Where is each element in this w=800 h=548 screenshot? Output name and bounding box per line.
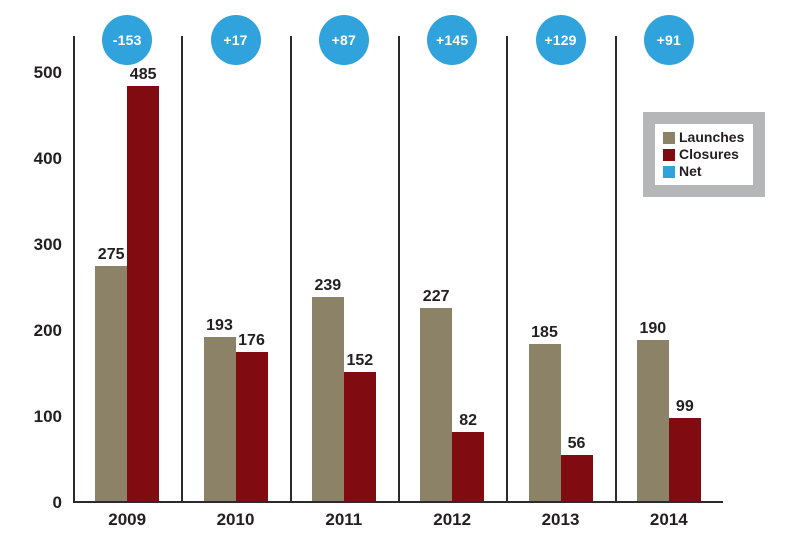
net-value-badge: +91 — [643, 15, 694, 65]
closures-value-label: 152 — [346, 352, 374, 369]
closures-value-label: 82 — [459, 412, 478, 429]
legend-box: Launches Closures Net — [643, 112, 765, 197]
closures-value-label: 99 — [675, 398, 694, 415]
closures-bar — [452, 432, 485, 503]
launches-value-label: 227 — [422, 288, 450, 305]
launches-bar — [420, 308, 453, 503]
net-swatch-icon — [663, 165, 675, 178]
closures-bar — [127, 86, 160, 503]
group-separator-line — [398, 36, 400, 503]
y-axis-tick-label: 0 — [52, 493, 62, 512]
legend-inner: Launches Closures Net — [655, 124, 753, 185]
legend-entry-launches: Launches — [663, 130, 753, 145]
launches-value-label: 193 — [206, 317, 233, 334]
net-value-label: +17 — [223, 32, 248, 48]
closures-value-label: 56 — [567, 435, 586, 452]
net-value-badge: -153 — [102, 15, 153, 65]
net-value-label: -153 — [112, 32, 142, 48]
net-value-badge: +145 — [427, 15, 478, 65]
group-separator-line — [506, 36, 509, 503]
net-value-badge: +87 — [318, 15, 369, 65]
closures-bar — [235, 352, 268, 503]
net-value-label: +91 — [656, 32, 681, 48]
group-separator-line — [181, 36, 184, 503]
launches-value-label: 239 — [314, 277, 342, 294]
legend-entry-label: Launches — [679, 129, 745, 145]
legend-entry-label: Net — [679, 163, 702, 179]
launches-bar — [203, 337, 236, 503]
net-value-badge: +17 — [210, 15, 261, 65]
group-separator-line — [289, 36, 292, 503]
legend-entry-label: Closures — [679, 146, 739, 162]
launches-bar — [95, 266, 128, 503]
y-axis-tick-label: 300 — [33, 235, 62, 254]
launches-value-label: 185 — [531, 324, 558, 341]
launches-value-label: 190 — [639, 320, 667, 337]
x-axis-category-label: 2010 — [216, 510, 255, 529]
closures-value-label: 485 — [129, 66, 157, 83]
group-separator-line — [614, 36, 617, 503]
launches-bar — [311, 297, 344, 503]
y-axis: 500 400 300 200 100 0 — [0, 0, 62, 548]
y-axis-tick-label: 500 — [33, 63, 62, 82]
closures-bar — [560, 455, 593, 503]
x-axis-category-label: 2011 — [325, 510, 363, 529]
x-axis-category-label: 2013 — [541, 510, 580, 529]
net-value-label: +129 — [544, 32, 577, 48]
closures-bar — [343, 372, 376, 503]
x-axis-baseline — [73, 501, 723, 503]
x-axis-category-label: 2014 — [649, 510, 688, 529]
closures-value-label: 176 — [238, 332, 265, 349]
launches-bar — [636, 340, 669, 503]
y-axis-tick-label: 400 — [33, 149, 62, 168]
x-axis-category-label: 2012 — [433, 510, 472, 529]
launches-value-label: 275 — [97, 246, 125, 263]
closures-swatch-icon — [663, 148, 675, 161]
legend-entry-closures: Closures — [663, 147, 753, 162]
launches-bar — [528, 344, 561, 503]
x-axis-category-label: 2009 — [108, 510, 147, 529]
legend-entry-net: Net — [663, 164, 753, 179]
group-separator-line — [73, 36, 75, 503]
net-value-label: +145 — [435, 32, 469, 48]
closures-bar — [668, 418, 701, 503]
net-value-badge: +129 — [535, 15, 586, 65]
launches-swatch-icon — [663, 131, 675, 144]
net-value-label: +87 — [331, 32, 356, 48]
y-axis-tick-label: 200 — [33, 321, 62, 340]
y-axis-tick-label: 100 — [33, 407, 62, 426]
